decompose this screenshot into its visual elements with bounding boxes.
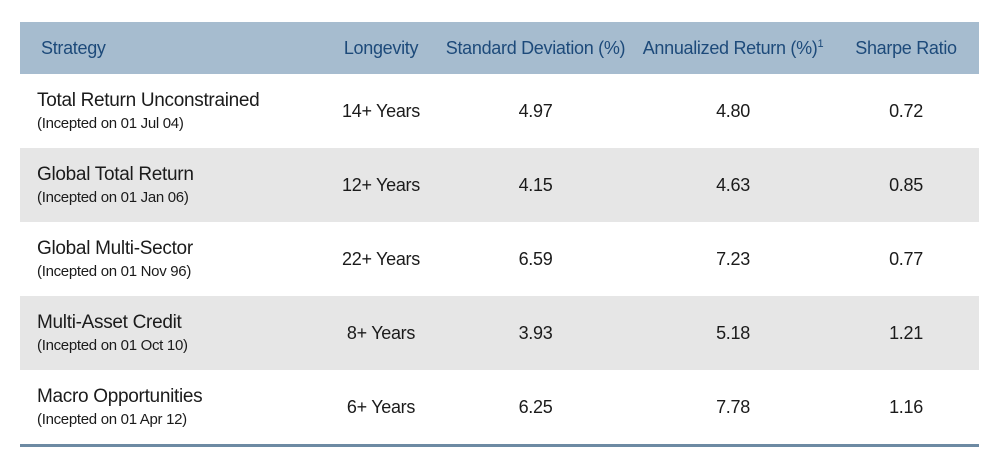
std-dev-cell: 4.15 [518,174,553,195]
strategy-name: Total Return Unconstrained [37,89,260,111]
ann-return-cell: 7.23 [716,248,750,269]
table-body: Total Return Unconstrained (Incepted on … [20,74,979,444]
header-annualized-return: Annualized Return (%)1 [633,22,833,74]
strategy-name: Global Multi-Sector [37,237,193,259]
table-bottom-rule [20,444,979,447]
ann-return-cell: 5.18 [716,322,750,343]
std-dev-cell: 4.97 [518,100,553,121]
header-longevity: Longevity [343,37,419,58]
table-row: Global Total Return (Incepted on 01 Jan … [20,148,979,222]
ann-return-cell: 7.78 [716,396,750,417]
std-dev-cell: 6.59 [518,248,553,269]
table-row: Macro Opportunities (Incepted on 01 Apr … [20,370,979,444]
strategy-cell: Macro Opportunities (Incepted on 01 Apr … [20,370,324,444]
header-strategy: Strategy [41,37,106,58]
header-sharpe-ratio: Sharpe Ratio [855,37,957,58]
sharpe-cell: 1.16 [889,396,923,417]
longevity-cell: 22+ Years [342,248,420,269]
inception-date: (Incepted on 01 Jan 06) [37,188,189,206]
strategy-cell: Multi-Asset Credit (Incepted on 01 Oct 1… [20,296,324,370]
ann-return-cell: 4.63 [716,174,750,195]
header-annualized-return-label: Annualized Return (%) [642,37,818,58]
table-row: Multi-Asset Credit (Incepted on 01 Oct 1… [20,296,979,370]
header-row: Strategy Longevity Standard Deviation (%… [20,22,979,74]
inception-date: (Incepted on 01 Nov 96) [37,262,192,280]
inception-date: (Incepted on 01 Jul 04) [37,114,184,132]
strategy-name: Multi-Asset Credit [37,311,182,333]
std-dev-cell: 6.25 [518,396,553,417]
table-row: Total Return Unconstrained (Incepted on … [20,74,979,148]
std-dev-cell: 3.93 [518,322,553,343]
inception-date: (Incepted on 01 Apr 12) [37,410,187,428]
strategy-cell: Global Total Return (Incepted on 01 Jan … [20,148,324,222]
strategy-name: Global Total Return [37,163,194,185]
sharpe-cell: 0.72 [889,100,923,121]
strategy-table: Strategy Longevity Standard Deviation (%… [20,22,979,444]
longevity-cell: 12+ Years [342,174,420,195]
longevity-cell: 6+ Years [346,396,416,417]
ann-return-cell: 4.80 [716,100,750,121]
table-row: Global Multi-Sector (Incepted on 01 Nov … [20,222,979,296]
longevity-cell: 8+ Years [346,322,416,343]
footnote-marker: 1 [817,37,824,50]
inception-date: (Incepted on 01 Oct 10) [37,336,188,354]
longevity-cell: 14+ Years [342,100,420,121]
strategy-table-container: Strategy Longevity Standard Deviation (%… [20,22,979,444]
sharpe-cell: 0.77 [889,248,923,269]
sharpe-cell: 1.21 [889,322,923,343]
sharpe-cell: 0.85 [889,174,923,195]
strategy-name: Macro Opportunities [37,385,203,407]
strategy-cell: Global Multi-Sector (Incepted on 01 Nov … [20,222,324,296]
strategy-cell: Total Return Unconstrained (Incepted on … [20,74,324,148]
header-standard-deviation: Standard Deviation (%) [445,37,626,58]
table-header: Strategy Longevity Standard Deviation (%… [20,22,979,74]
